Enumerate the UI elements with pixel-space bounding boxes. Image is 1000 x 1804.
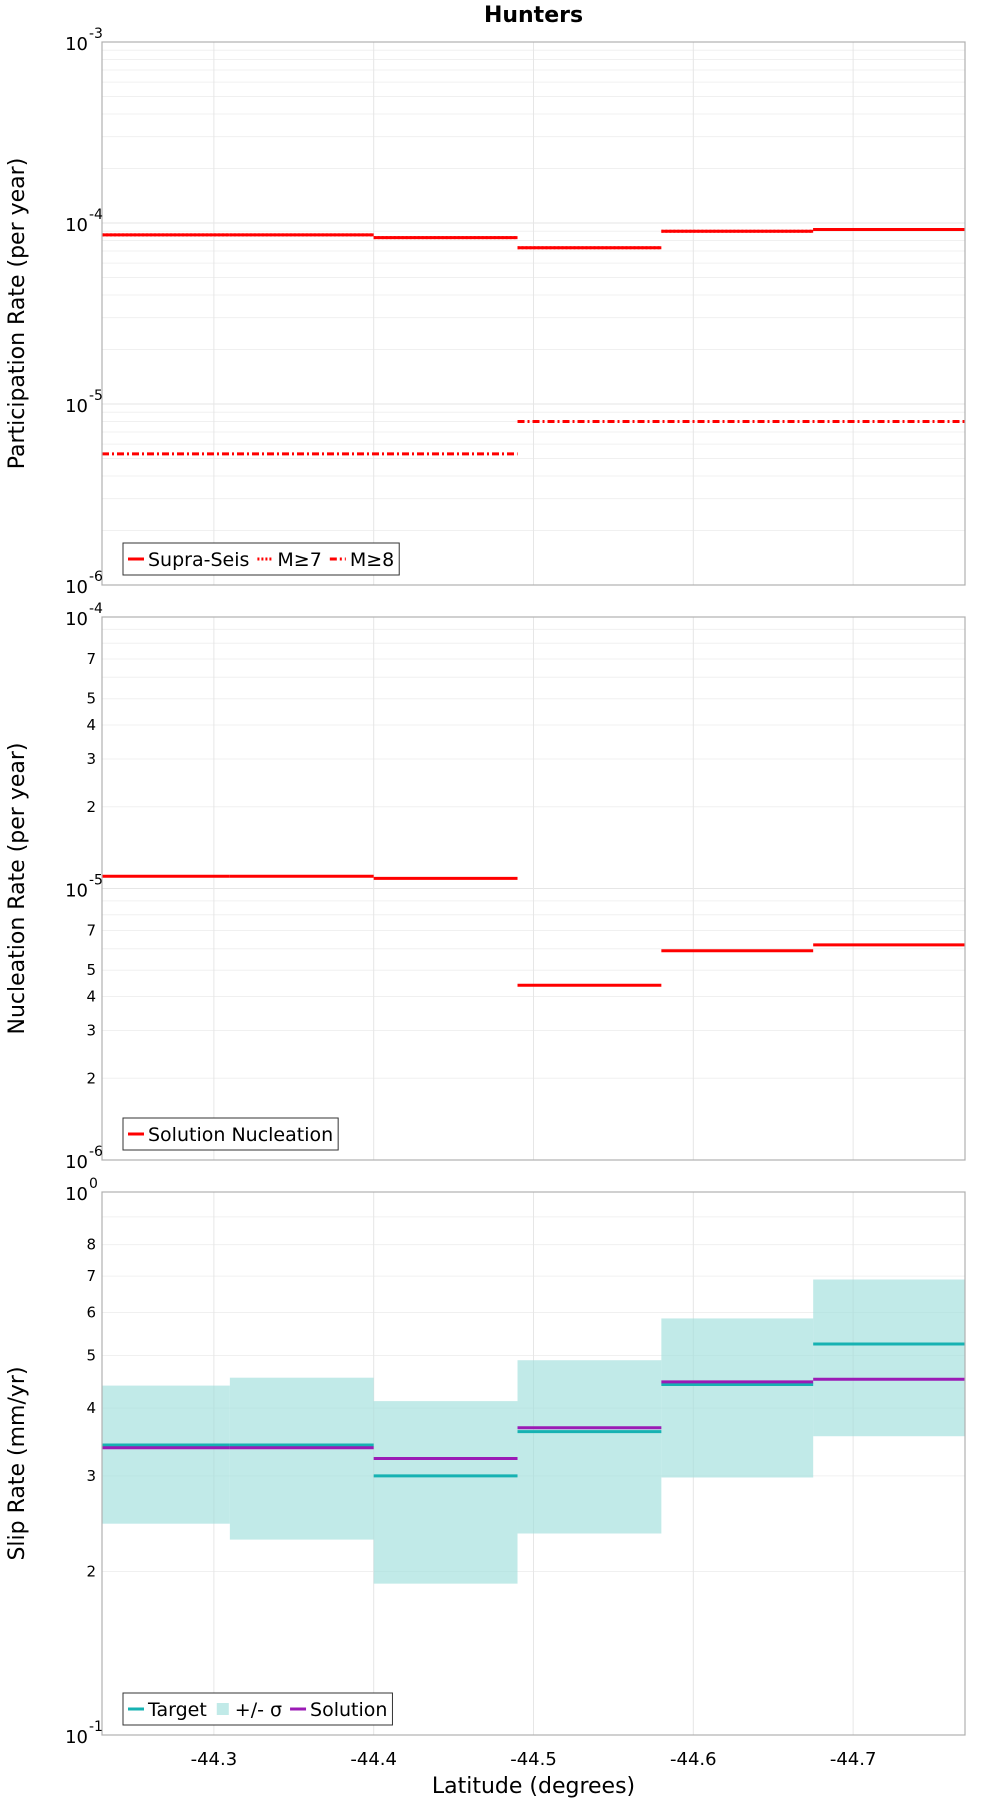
y-tick-label: 10 bbox=[65, 881, 88, 902]
legend: Supra-Seis M≥7 M≥8 bbox=[122, 542, 400, 576]
y-minor-label: 3 bbox=[86, 750, 96, 768]
y-minor-label: 4 bbox=[86, 1399, 96, 1417]
y-minor-label: 5 bbox=[86, 961, 96, 979]
sigma-band-segment bbox=[229, 1377, 374, 1540]
y-tick-exponent: 0 bbox=[89, 1176, 98, 1192]
y-minor-label: 2 bbox=[86, 798, 96, 816]
y-minor-label: 4 bbox=[86, 988, 96, 1006]
y-minor-label: 7 bbox=[86, 922, 96, 940]
sigma-band-segment bbox=[517, 1360, 662, 1534]
x-tick-label: -44.6 bbox=[670, 1749, 717, 1770]
y-minor-label: 7 bbox=[86, 1267, 96, 1285]
legend-label: Solution bbox=[310, 1699, 387, 1721]
y-tick-label: 10 bbox=[65, 215, 88, 236]
y-minor-label: 5 bbox=[86, 690, 96, 708]
y-axis-title: Nucleation Rate (per year) bbox=[5, 743, 30, 1035]
y-minor-label: 7 bbox=[86, 650, 96, 668]
y-tick-label: 10 bbox=[65, 1184, 88, 1205]
y-minor-label: 2 bbox=[86, 1069, 96, 1087]
x-axis-title: Latitude (degrees) bbox=[432, 1774, 635, 1799]
chart-title: Hunters bbox=[484, 3, 583, 28]
y-minor-label: 6 bbox=[86, 1303, 96, 1321]
y-tick-exponent: -6 bbox=[89, 1144, 103, 1160]
legend-label: M≥7 bbox=[277, 549, 321, 571]
legend: Solution Nucleation bbox=[122, 1117, 339, 1151]
x-tick-label: -44.4 bbox=[350, 1749, 397, 1770]
sigma-band-segment bbox=[373, 1401, 518, 1584]
legend-swatch bbox=[216, 1703, 229, 1715]
y-minor-label: 4 bbox=[86, 716, 96, 734]
legend-box bbox=[122, 1117, 339, 1151]
y-tick-exponent: -5 bbox=[89, 873, 103, 889]
legend-label: Target bbox=[147, 1699, 207, 1721]
y-tick-label: 10 bbox=[65, 1152, 88, 1173]
legend-box bbox=[122, 542, 400, 576]
x-tick-label: -44.3 bbox=[191, 1749, 238, 1770]
y-tick-exponent: -3 bbox=[89, 26, 103, 42]
y-minor-label: 8 bbox=[86, 1236, 96, 1254]
legend: Target +/- σ Solution bbox=[122, 1692, 393, 1726]
plot-frame bbox=[101, 41, 966, 586]
y-tick-exponent: -5 bbox=[89, 388, 103, 404]
y-tick-exponent: -1 bbox=[89, 1719, 103, 1735]
sigma-band-segment bbox=[813, 1279, 965, 1437]
legend-label: M≥8 bbox=[350, 549, 394, 571]
y-axis-title: Participation Rate (per year) bbox=[5, 158, 30, 470]
plot-frame bbox=[101, 1191, 966, 1736]
x-tick-label: -44.5 bbox=[510, 1749, 557, 1770]
legend-label: +/- σ bbox=[235, 1699, 282, 1721]
sigma-band-segment bbox=[661, 1318, 814, 1478]
y-tick-exponent: -6 bbox=[89, 569, 103, 585]
y-tick-label: 10 bbox=[65, 577, 88, 598]
y-tick-label: 10 bbox=[65, 34, 88, 55]
y-axis-title: Slip Rate (mm/yr) bbox=[5, 1366, 30, 1560]
y-minor-label: 2 bbox=[86, 1563, 96, 1581]
legend-label: Supra-Seis bbox=[148, 549, 249, 571]
plot-frame bbox=[101, 616, 966, 1161]
sigma-band-segment bbox=[102, 1385, 230, 1524]
y-tick-label: 10 bbox=[65, 609, 88, 630]
legend-label: Solution Nucleation bbox=[148, 1124, 333, 1146]
y-tick-label: 10 bbox=[65, 396, 88, 417]
y-tick-exponent: -4 bbox=[89, 207, 103, 223]
y-minor-label: 3 bbox=[86, 1467, 96, 1485]
y-minor-label: 3 bbox=[86, 1021, 96, 1039]
y-minor-label: 5 bbox=[86, 1346, 96, 1364]
legend-box bbox=[122, 1692, 393, 1726]
x-tick-label: -44.7 bbox=[830, 1749, 877, 1770]
y-tick-label: 10 bbox=[65, 1727, 88, 1748]
y-tick-exponent: -4 bbox=[89, 601, 103, 617]
